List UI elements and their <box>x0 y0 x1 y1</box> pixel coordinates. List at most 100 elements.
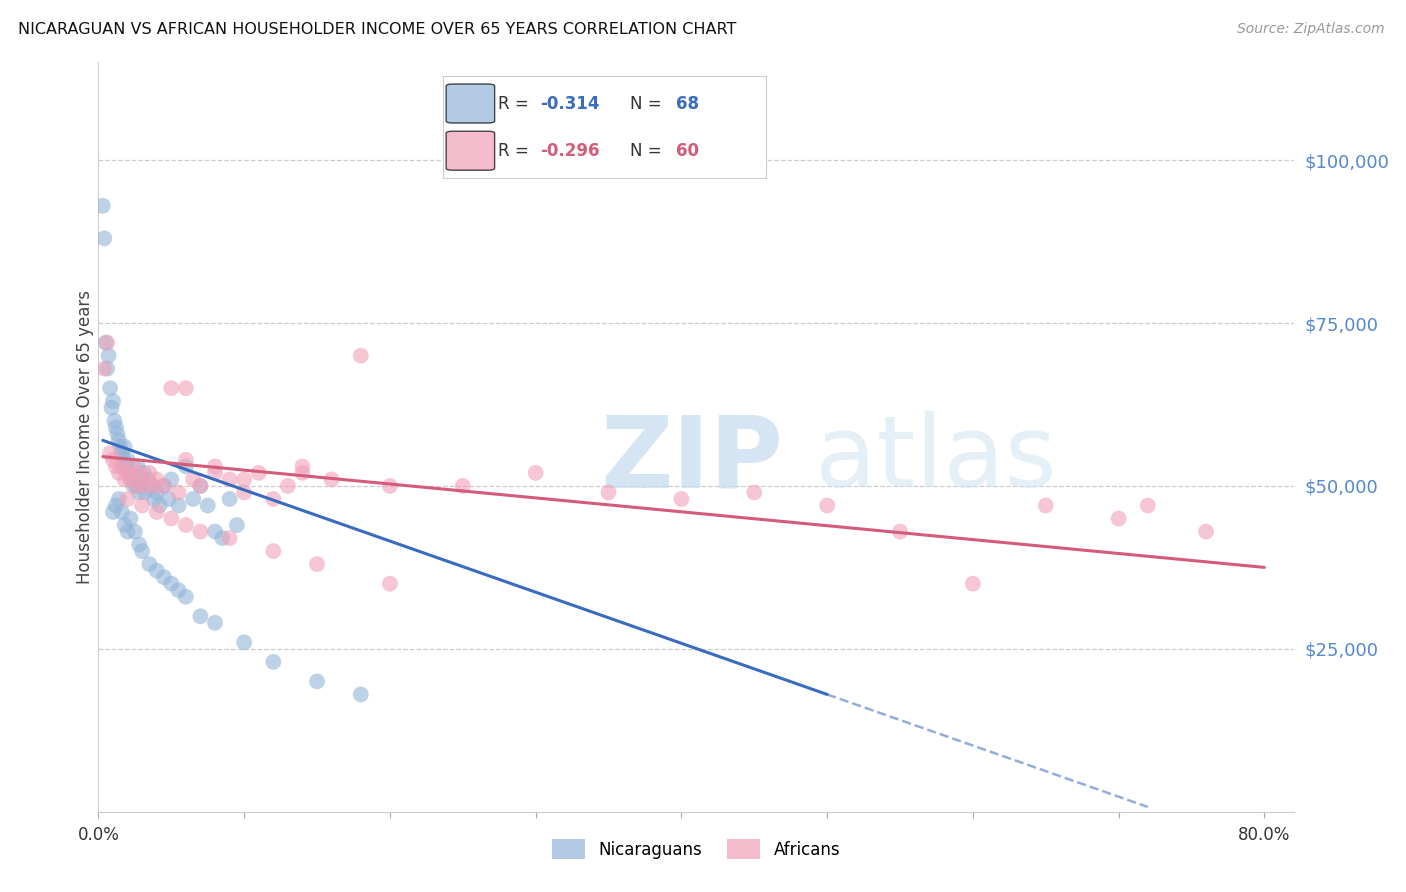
Point <box>138 557 160 571</box>
Point <box>742 485 765 500</box>
Point <box>114 440 136 454</box>
Text: ZIP: ZIP <box>600 411 783 508</box>
Point <box>108 434 131 448</box>
Text: N =: N = <box>630 142 668 160</box>
Point <box>104 420 127 434</box>
Point <box>111 459 134 474</box>
Point <box>160 511 183 525</box>
Point <box>96 361 118 376</box>
Point <box>101 453 124 467</box>
Point <box>889 524 911 539</box>
Point <box>378 479 401 493</box>
Point <box>131 499 153 513</box>
Point <box>145 472 167 486</box>
Point <box>218 531 240 545</box>
Point <box>125 479 148 493</box>
Point <box>350 349 373 363</box>
Point <box>815 499 838 513</box>
Point <box>118 466 141 480</box>
Point <box>1108 511 1130 525</box>
Point <box>153 479 176 493</box>
Point <box>598 485 620 500</box>
Point <box>233 472 256 486</box>
Point <box>103 414 125 428</box>
Point <box>233 635 256 649</box>
Point <box>262 544 284 558</box>
Point <box>160 472 183 486</box>
Point <box>174 518 197 533</box>
Point <box>124 472 146 486</box>
Point <box>132 466 155 480</box>
Point <box>122 459 145 474</box>
Point <box>98 381 121 395</box>
Point <box>962 576 984 591</box>
Point <box>181 472 204 486</box>
Point <box>174 381 197 395</box>
Point <box>101 505 124 519</box>
Point <box>128 485 150 500</box>
Point <box>291 459 314 474</box>
Point <box>120 511 142 525</box>
Point <box>122 479 145 493</box>
Point <box>104 499 127 513</box>
Point <box>1195 524 1218 539</box>
Point <box>101 394 124 409</box>
Point <box>117 491 139 506</box>
Point <box>190 479 212 493</box>
Point <box>305 674 328 689</box>
Point <box>142 491 165 506</box>
Text: N =: N = <box>630 95 668 112</box>
Point <box>138 466 160 480</box>
Point <box>321 472 343 486</box>
Text: -0.314: -0.314 <box>540 95 599 112</box>
Point <box>218 491 240 506</box>
Point <box>97 349 120 363</box>
Point <box>134 485 156 500</box>
Point <box>204 615 226 630</box>
Point <box>157 491 180 506</box>
Point <box>145 564 167 578</box>
Point <box>153 479 176 493</box>
Point <box>131 479 153 493</box>
Point <box>114 518 136 533</box>
Point <box>125 479 148 493</box>
Text: 60: 60 <box>676 142 699 160</box>
Point <box>160 576 183 591</box>
Point <box>204 524 226 539</box>
Point <box>93 361 115 376</box>
Y-axis label: Householder Income Over 65 years: Householder Income Over 65 years <box>76 290 94 584</box>
Text: 68: 68 <box>676 95 699 112</box>
Point <box>167 499 190 513</box>
Text: NICARAGUAN VS AFRICAN HOUSEHOLDER INCOME OVER 65 YEARS CORRELATION CHART: NICARAGUAN VS AFRICAN HOUSEHOLDER INCOME… <box>18 22 737 37</box>
Point <box>117 466 139 480</box>
Point <box>451 479 474 493</box>
Point <box>142 479 165 493</box>
Point <box>277 479 299 493</box>
Point <box>153 570 176 584</box>
Point <box>134 479 156 493</box>
FancyBboxPatch shape <box>446 84 495 123</box>
Point <box>204 459 226 474</box>
Point <box>211 531 233 545</box>
Point <box>100 401 122 415</box>
Point <box>167 583 190 598</box>
Point <box>120 472 142 486</box>
Point <box>671 491 693 506</box>
Point <box>167 485 190 500</box>
Point <box>104 459 127 474</box>
Point <box>131 544 153 558</box>
Point <box>190 609 212 624</box>
Point <box>350 688 373 702</box>
Text: -0.296: -0.296 <box>540 142 599 160</box>
Point <box>124 524 146 539</box>
Point <box>98 446 121 460</box>
Point <box>262 491 284 506</box>
Point <box>174 453 197 467</box>
Point <box>114 472 136 486</box>
Point <box>218 472 240 486</box>
Text: Source: ZipAtlas.com: Source: ZipAtlas.com <box>1237 22 1385 37</box>
Point <box>117 453 139 467</box>
Point <box>1035 499 1057 513</box>
Point <box>262 655 284 669</box>
FancyBboxPatch shape <box>446 131 495 170</box>
